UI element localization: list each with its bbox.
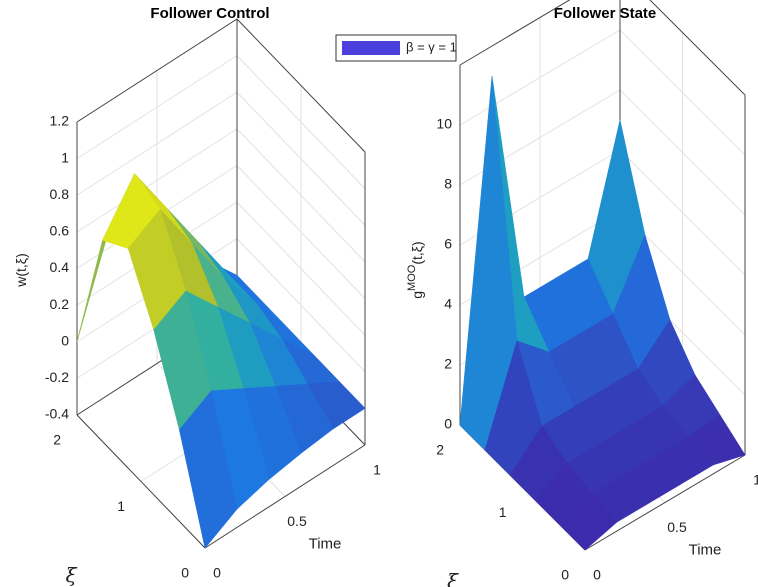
z-tick-label: 0.2 [50,296,70,312]
x-axis-label: Time [309,535,342,552]
x-tick-label: 0.5 [667,519,687,535]
x-tick-label: 0 [593,567,601,583]
z-axis-label-part: w(t,ξ) [13,253,29,287]
axis-line [459,0,571,66]
y-tick-label: 2 [436,442,444,458]
z-tick-label: 0.8 [50,186,70,202]
y-tick-label: 1 [117,498,125,514]
z-tick-label: 0.6 [50,223,70,239]
legend-swatch [342,41,400,55]
axis-line [236,18,366,153]
x-tick-label: 1 [753,472,758,488]
z-tick-label: 4 [444,296,452,312]
z-axis-label: w(t,ξ) [13,253,29,287]
x-axis-label: Time [689,541,722,558]
x-tick-label: 1 [373,462,381,478]
chart-title: Follower Control [150,5,269,22]
y-axis-label: ξ [65,563,77,587]
z-tick-label: 0.4 [50,259,70,275]
z-tick-label: -0.2 [45,369,69,385]
z-tick-label: 2 [444,356,452,372]
axis-line [76,414,206,549]
z-tick-label: -0.4 [45,406,69,422]
z-tick-label: 0 [61,332,69,348]
y-tick-label: 0 [561,567,569,583]
axis-line [204,444,366,549]
surface-patch [559,493,618,551]
y-tick-label: 2 [53,432,61,448]
z-tick-label: 6 [444,236,452,252]
legend-label: β = γ = 1 [406,39,457,54]
x-tick-label: 0 [213,565,221,581]
z-tick-label: 8 [444,176,452,192]
axis-line [76,18,238,123]
z-axis-label-part: (t,ξ) [409,241,425,264]
z-axis-label-part: MOO [406,264,418,291]
axis-line [584,454,746,551]
axis-line [649,0,746,96]
y-tick-label: 1 [499,504,507,520]
z-axis-label-part: g [409,291,425,299]
y-tick-label: 0 [181,565,189,581]
z-tick-label: 1 [61,149,69,165]
y-axis-label: ξ [447,569,459,587]
surface-patch [179,390,238,549]
z-tick-label: 1.2 [50,113,70,129]
z-tick-label: 10 [436,116,452,132]
z-axis-label: gMOO(t,ξ) [406,241,425,298]
x-tick-label: 0.5 [287,513,307,529]
z-tick-label: 0 [444,416,452,432]
chart-title: Follower State [554,5,657,22]
